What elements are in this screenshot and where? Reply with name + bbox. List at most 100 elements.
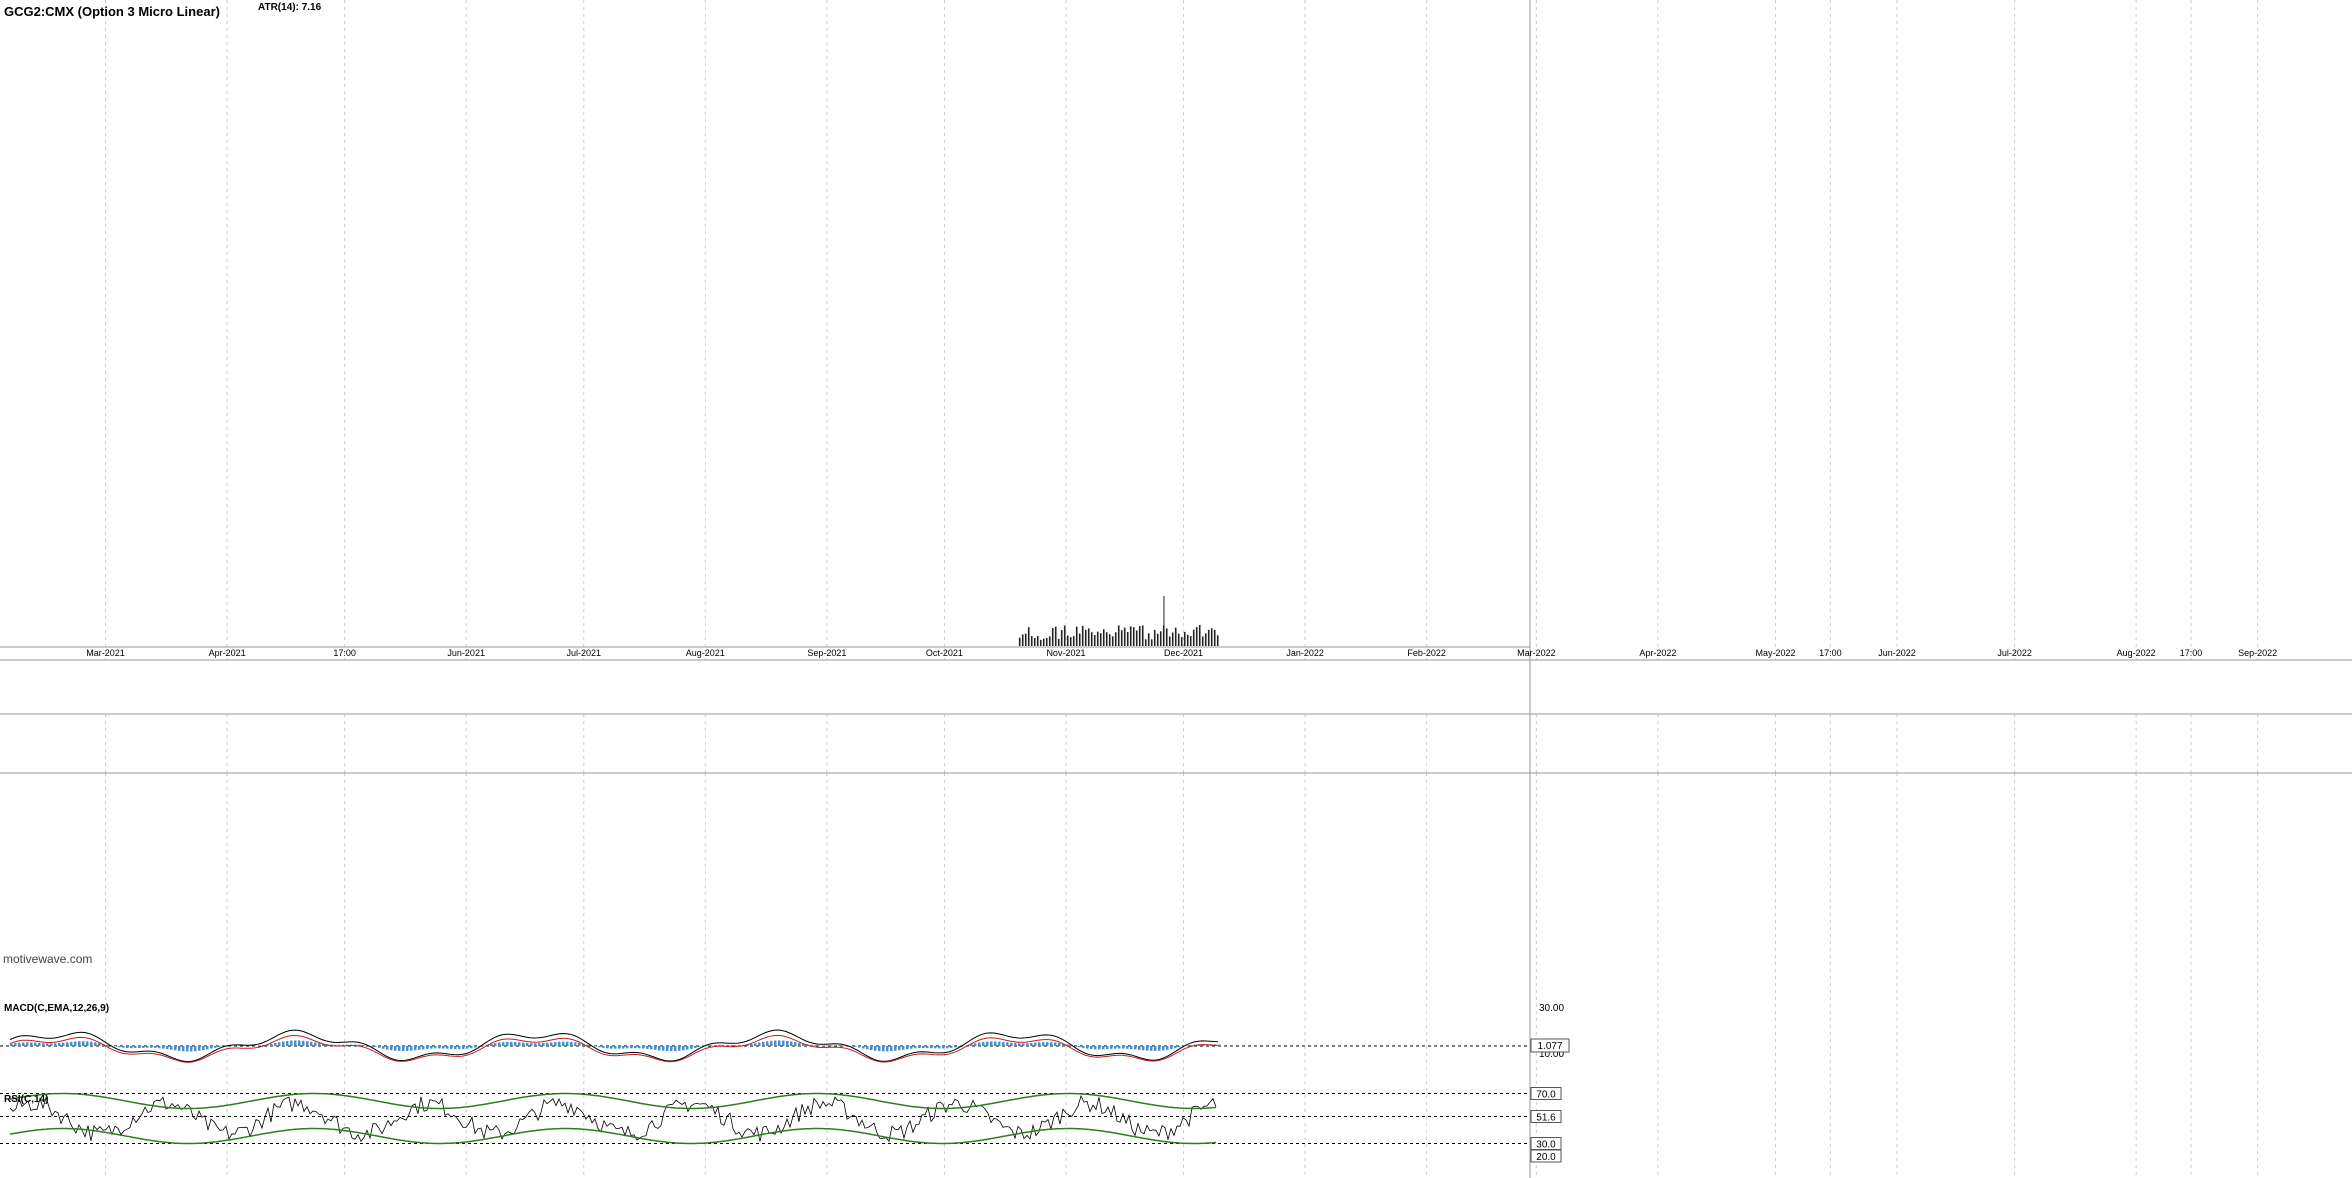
macd-histogram-bar xyxy=(134,1046,137,1049)
volume-bar xyxy=(1117,625,1120,646)
rsi-tick-badge xyxy=(1530,1110,1562,1123)
macd-histogram-bar xyxy=(442,1046,445,1049)
macd-histogram-bar xyxy=(898,1046,901,1051)
macd-histogram-bar xyxy=(1010,1042,1013,1046)
volume-bar xyxy=(1150,639,1153,646)
volume-bar xyxy=(1210,628,1213,646)
macd-histogram-bar xyxy=(410,1046,413,1051)
macd-histogram-bar xyxy=(470,1046,473,1049)
macd-histogram-bar xyxy=(834,1045,837,1046)
macd-histogram-bar xyxy=(886,1046,889,1052)
macd-histogram-bar xyxy=(914,1046,917,1049)
volume-bar xyxy=(1174,627,1177,646)
macd-histogram-bar xyxy=(306,1041,309,1046)
macd-histogram-bar xyxy=(78,1041,81,1046)
time-tick-label: Jun-2021 xyxy=(447,648,485,658)
macd-histogram-bar xyxy=(1102,1046,1105,1050)
volume-bar xyxy=(1042,638,1045,646)
time-tick-label: Jun-2022 xyxy=(1878,648,1916,658)
volume-bar xyxy=(1144,639,1147,646)
macd-histogram-bar xyxy=(174,1046,177,1051)
macd-histogram-bar xyxy=(138,1046,141,1049)
macd-histogram-bar xyxy=(1130,1046,1133,1050)
macd-histogram-bar xyxy=(86,1041,89,1046)
macd-histogram-bar xyxy=(678,1046,681,1051)
time-tick-label: Feb-2022 xyxy=(1407,648,1446,658)
volume-bar xyxy=(1060,630,1063,646)
price-series[interactable] xyxy=(35,0,1219,646)
macd-histogram-bar xyxy=(626,1046,629,1049)
macd-histogram-bar xyxy=(970,1044,973,1046)
macd-histogram-bar xyxy=(194,1046,197,1052)
macd-histogram-bar xyxy=(670,1046,673,1052)
volume-bar xyxy=(1093,635,1096,646)
macd-histogram-bar xyxy=(362,1045,365,1046)
time-tick-label: Apr-2022 xyxy=(1639,648,1676,658)
volume-bar xyxy=(1201,636,1204,646)
macd-histogram-bar xyxy=(62,1042,65,1046)
macd-histogram-bar xyxy=(842,1045,845,1046)
macd-signal-line xyxy=(9,1034,1219,1063)
macd-histogram-bar xyxy=(198,1046,201,1051)
macd-histogram-bar xyxy=(494,1043,497,1046)
macd-histogram-bar xyxy=(130,1046,133,1049)
macd-histogram-bar xyxy=(1062,1043,1065,1046)
macd-histogram-bar xyxy=(30,1042,33,1046)
volume-bar xyxy=(1213,629,1216,646)
macd-histogram-bar xyxy=(430,1046,433,1049)
macd-histogram-bar xyxy=(282,1041,285,1046)
volume-bar xyxy=(1057,638,1060,646)
volume-bar xyxy=(1120,630,1123,646)
macd-histogram-bar xyxy=(1098,1046,1101,1050)
macd-histogram-bar xyxy=(558,1041,561,1046)
macd-histogram-bar xyxy=(622,1046,625,1049)
macd-histogram-bar xyxy=(946,1046,949,1049)
macd-histogram-bar xyxy=(1178,1046,1181,1048)
macd-histogram-bar xyxy=(958,1046,961,1047)
volume-bar xyxy=(1129,626,1132,646)
macd-histogram-bar xyxy=(374,1046,377,1047)
macd-histogram-bar xyxy=(22,1042,25,1046)
macd-histogram-bar xyxy=(426,1046,429,1049)
macd-histogram-bar xyxy=(1018,1043,1021,1046)
macd-histogram-bar xyxy=(614,1046,617,1049)
volume-bar xyxy=(1204,633,1207,646)
macd-histogram-bar xyxy=(298,1040,301,1046)
macd-tick-label: 10.00 xyxy=(1539,1049,1564,1060)
volume-bar xyxy=(1183,631,1186,646)
volume-bar xyxy=(1177,633,1180,646)
macd-histogram-bar xyxy=(1082,1046,1085,1048)
macd-histogram-bar xyxy=(498,1042,501,1046)
volume-bar xyxy=(1189,636,1192,646)
indicator-panels[interactable]: 30.00 10.001.077 70.0 51.6 30.020.0 xyxy=(0,1003,1570,1163)
macd-histogram-bar xyxy=(618,1046,621,1049)
macd-histogram-bar xyxy=(318,1043,321,1046)
time-tick-label: Apr-2021 xyxy=(209,648,246,658)
volume-bar xyxy=(1096,631,1099,646)
macd-histogram-bar xyxy=(658,1046,661,1051)
macd-histogram-bar xyxy=(554,1042,557,1046)
macd-histogram-bar xyxy=(414,1046,417,1051)
time-tick-label: 17:00 xyxy=(333,648,356,658)
volume-bar xyxy=(1075,626,1078,646)
macd-histogram-bar xyxy=(990,1041,993,1046)
macd-histogram-bar xyxy=(186,1046,189,1052)
time-tick-label: Jul-2022 xyxy=(1997,648,2032,658)
macd-histogram-bar xyxy=(586,1044,589,1046)
macd-histogram-bar xyxy=(406,1046,409,1051)
volume-bar xyxy=(1084,629,1087,646)
macd-histogram-bar xyxy=(1174,1046,1177,1049)
macd-histogram-bar xyxy=(998,1041,1001,1046)
time-tick-label: Aug-2021 xyxy=(686,648,725,658)
macd-histogram-bar xyxy=(578,1042,581,1046)
macd-histogram-bar xyxy=(782,1040,785,1046)
volume-bar xyxy=(1114,632,1117,646)
macd-histogram-bar xyxy=(1106,1046,1109,1050)
macd-histogram-bar xyxy=(546,1042,549,1046)
macd-histogram-bar xyxy=(154,1046,157,1048)
macd-histogram-bar xyxy=(862,1046,865,1049)
volume-bar xyxy=(1045,637,1048,646)
macd-histogram-bar xyxy=(638,1046,641,1049)
volume-bar xyxy=(1141,625,1144,646)
